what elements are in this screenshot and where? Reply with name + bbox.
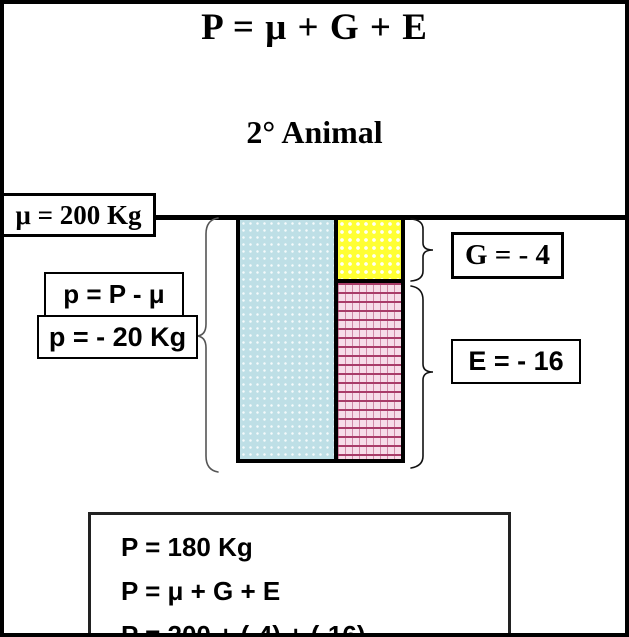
result-line-2: P = μ + G + E xyxy=(121,576,281,606)
result-line-1: P = 180 Kg xyxy=(121,532,253,562)
genetic-value: G = - 4 xyxy=(465,239,550,271)
environment-value-box: E = - 16 xyxy=(451,339,581,384)
result-line-3: P = 200 + (-4) + (-16) xyxy=(121,620,366,637)
components-column xyxy=(338,220,401,459)
result-summary-box: P = 180 Kg P = μ + G + E P = 200 + (-4) … xyxy=(88,512,511,637)
page-title: P = μ + G + E xyxy=(201,7,428,48)
page-subtitle: 2° Animal xyxy=(246,114,383,150)
genetic-value-box: G = - 4 xyxy=(451,232,564,279)
genotype-segment xyxy=(338,220,401,283)
environment-value: E = - 16 xyxy=(468,346,564,376)
deviation-value: p = - 20 Kg xyxy=(48,321,187,352)
deviation-formula: p = P - μ xyxy=(63,279,165,309)
genotype-brace xyxy=(410,218,434,282)
phenotype-bar xyxy=(240,220,338,459)
mean-label: μ = 200 Kg xyxy=(15,199,142,230)
mean-label-box: μ = 200 Kg xyxy=(4,193,156,237)
deviation-formula-box: p = P - μ xyxy=(44,272,184,317)
environment-brace xyxy=(410,285,434,469)
environment-segment xyxy=(338,283,401,459)
phenotype-bars xyxy=(236,216,405,463)
deviation-value-box: p = - 20 Kg xyxy=(37,315,198,359)
